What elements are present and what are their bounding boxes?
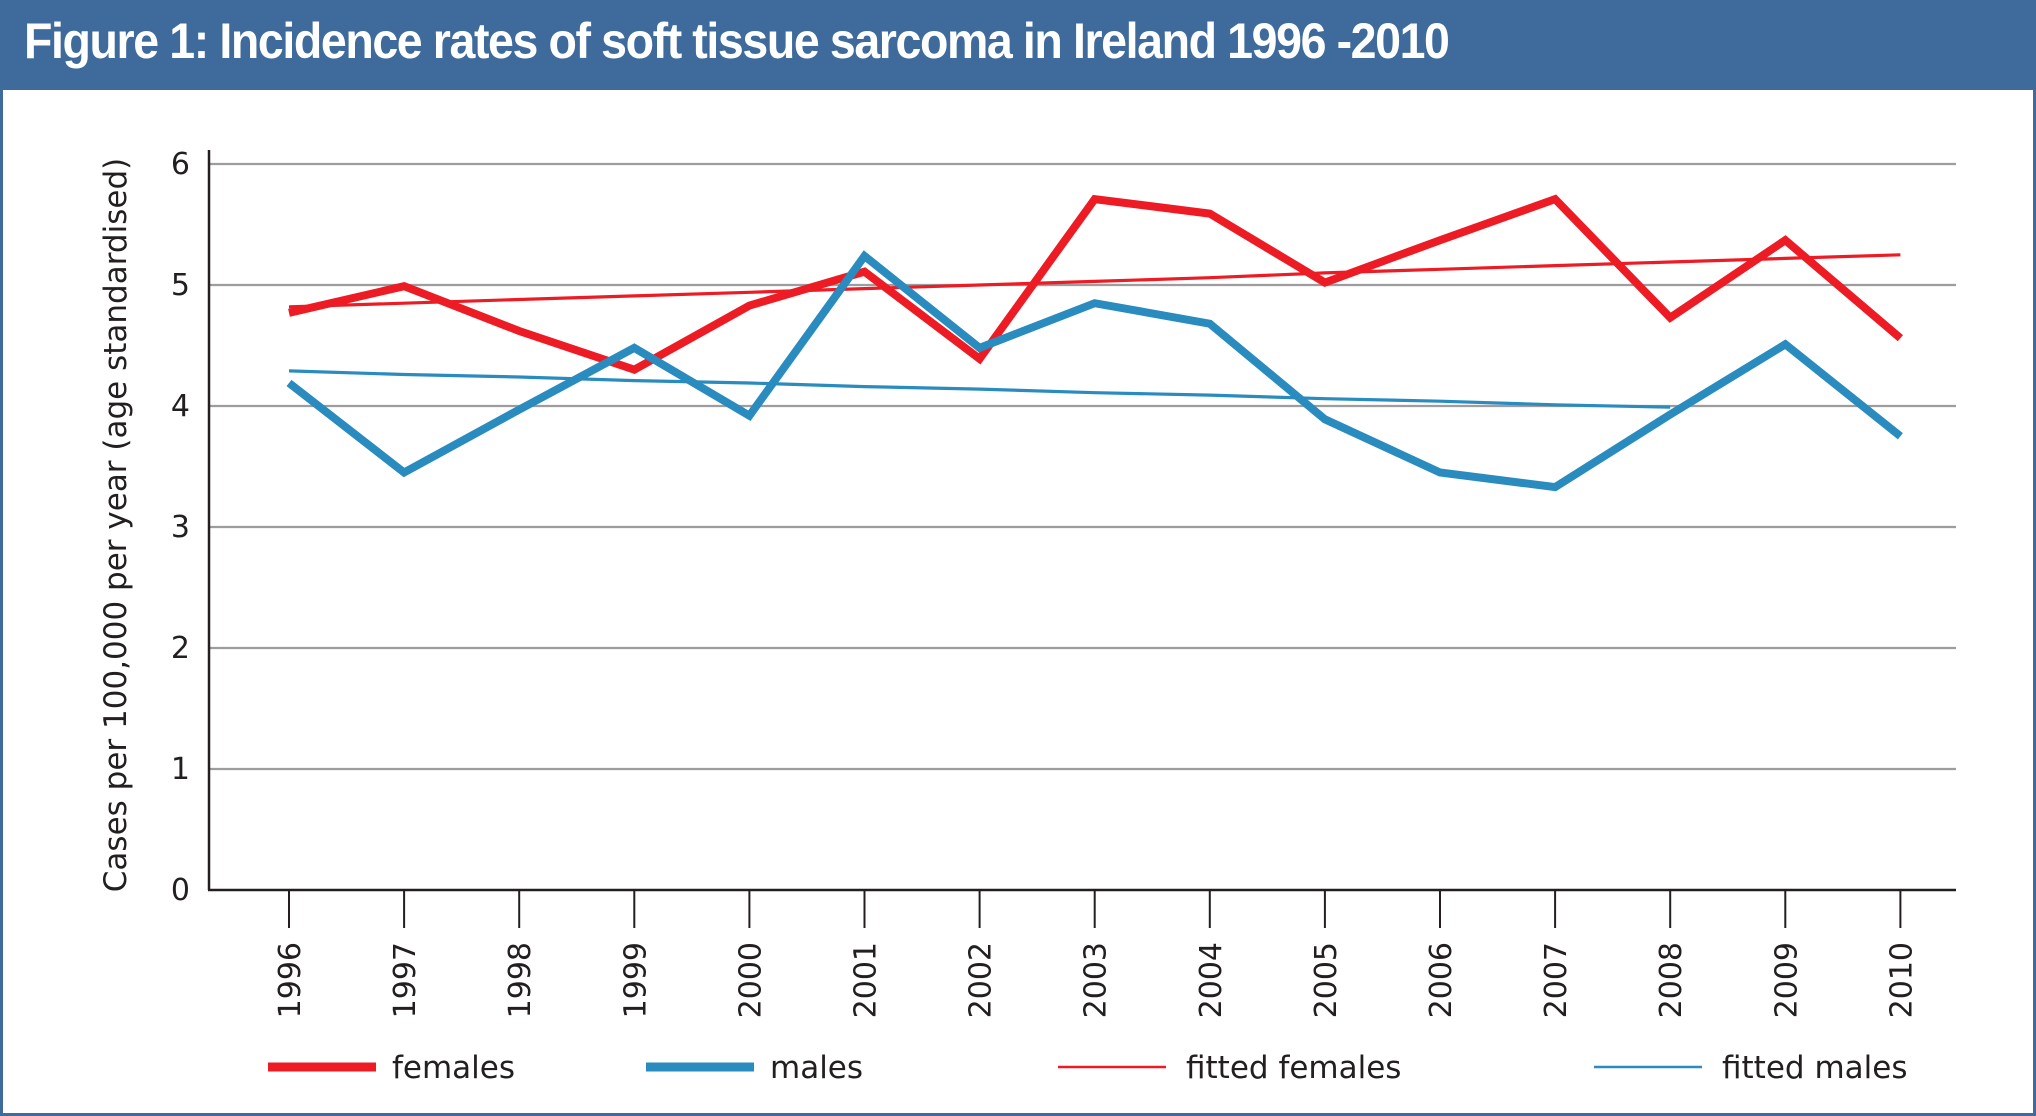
x-tick-label: 1999: [618, 942, 653, 1018]
gridlines: [209, 162, 1956, 771]
legend: females males fitted females fitted males: [268, 1050, 1907, 1086]
x-tick-label: 2001: [849, 942, 884, 1018]
x-tick-label: 2006: [1424, 942, 1459, 1018]
x-tick-label: 2003: [1079, 942, 1114, 1018]
series-line-fitted-males: [288, 369, 1671, 409]
y-axis-label: Cases per 100,000 per year (age standard…: [98, 158, 134, 892]
x-tick-label: 2005: [1309, 942, 1344, 1018]
x-tick-label: 2008: [1654, 942, 1689, 1018]
series-line-males: [286, 250, 1903, 492]
legend-label: females: [392, 1050, 515, 1086]
x-tick-label: 2002: [964, 942, 999, 1018]
y-tick-label: 6: [171, 147, 190, 182]
y-tick-labels: 0 1 2 3 4 5 6: [171, 147, 190, 908]
y-tick-label: 4: [171, 389, 190, 424]
y-tick-label: 5: [171, 268, 190, 303]
x-tick-label: 1997: [388, 942, 423, 1018]
x-tick-labels: 1996 1997 1998 1999 2000 2001 2002 2003 2004 2005…: [273, 942, 1919, 1018]
x-tick-label: 1998: [503, 942, 538, 1018]
figure-title: Figure 1: Incidence rates of soft tissue…: [24, 13, 1450, 69]
y-tick-label: 3: [171, 510, 190, 545]
y-tick-label: 2: [171, 631, 190, 666]
y-tick-label: 0: [171, 873, 190, 908]
axes: [207, 150, 1956, 928]
x-tick-label: 1996: [273, 942, 308, 1018]
title-bar: Figure 1: Incidence rates of soft tissue…: [0, 0, 2036, 90]
series-line-fitted-females: [288, 253, 1901, 309]
series-line-females: [288, 194, 1903, 375]
y-tick-label: 1: [171, 752, 190, 787]
x-tick-label: 2000: [733, 942, 768, 1018]
legend-label: fitted females: [1186, 1050, 1401, 1086]
series: [286, 194, 1903, 492]
x-tick-label: 2004: [1194, 942, 1229, 1018]
legend-label: males: [770, 1050, 863, 1086]
x-tick-label: 2009: [1769, 942, 1804, 1018]
x-tick-label: 2007: [1539, 942, 1574, 1018]
x-tick-label: 2010: [1884, 942, 1919, 1018]
legend-label: fitted males: [1722, 1050, 1907, 1086]
